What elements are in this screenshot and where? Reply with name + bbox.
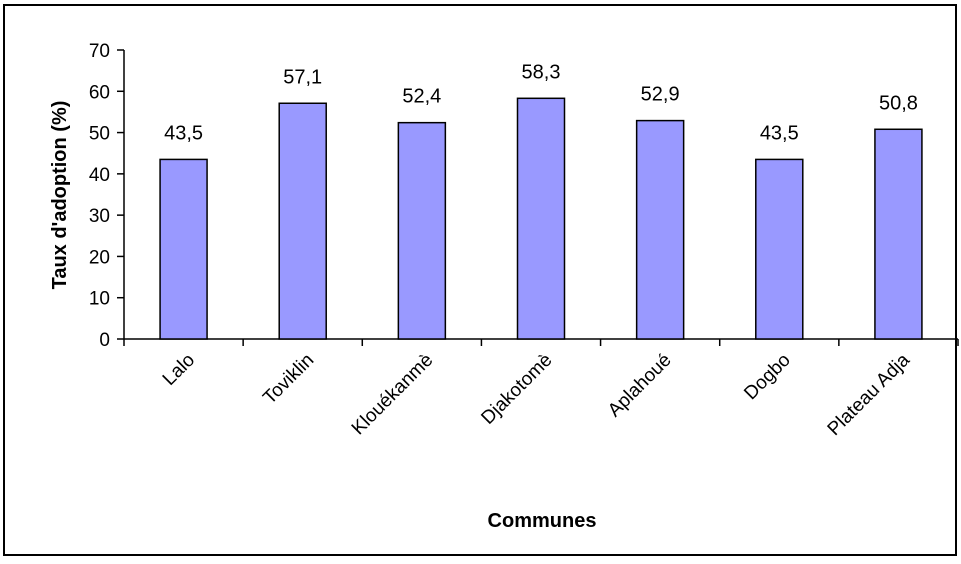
y-axis-title: Taux d'adoption (%): [49, 101, 71, 290]
y-tick-label: 30: [89, 206, 110, 227]
y-tick-label: 10: [89, 289, 110, 310]
y-tick-label: 40: [89, 165, 110, 186]
x-axis-title: Communes: [488, 510, 597, 532]
data-labels: 43,5 57,1 52,4 58,3 52,9 43,5 50,8: [164, 61, 918, 144]
bar-aplahoué: [635, 119, 685, 340]
bar-dogbo: [755, 158, 804, 340]
data-label: 43,5: [760, 122, 799, 144]
y-tick-label: 20: [89, 247, 110, 268]
data-label: 43,5: [164, 122, 203, 144]
data-label: 57,1: [283, 66, 322, 88]
y-tick-label: 70: [89, 41, 110, 62]
data-label: 50,8: [879, 92, 918, 114]
bar-klouékanmè: [397, 121, 447, 340]
bar-djakotomè: [516, 97, 566, 340]
bar-plateau-adja: [874, 128, 923, 340]
bar-lalo: [159, 158, 208, 340]
y-tick-label: 60: [89, 82, 110, 103]
bar-toviklin: [278, 102, 327, 340]
y-tick-label: 0: [99, 330, 110, 351]
chart-frame: [3, 4, 957, 556]
data-label: 52,4: [402, 86, 441, 108]
y-axis: 0 10 20 30 40 50 60 70: [89, 41, 125, 351]
data-label: 52,9: [641, 84, 680, 106]
data-label: 58,3: [522, 61, 561, 83]
bars: [159, 97, 923, 340]
y-tick-label: 50: [89, 124, 110, 145]
